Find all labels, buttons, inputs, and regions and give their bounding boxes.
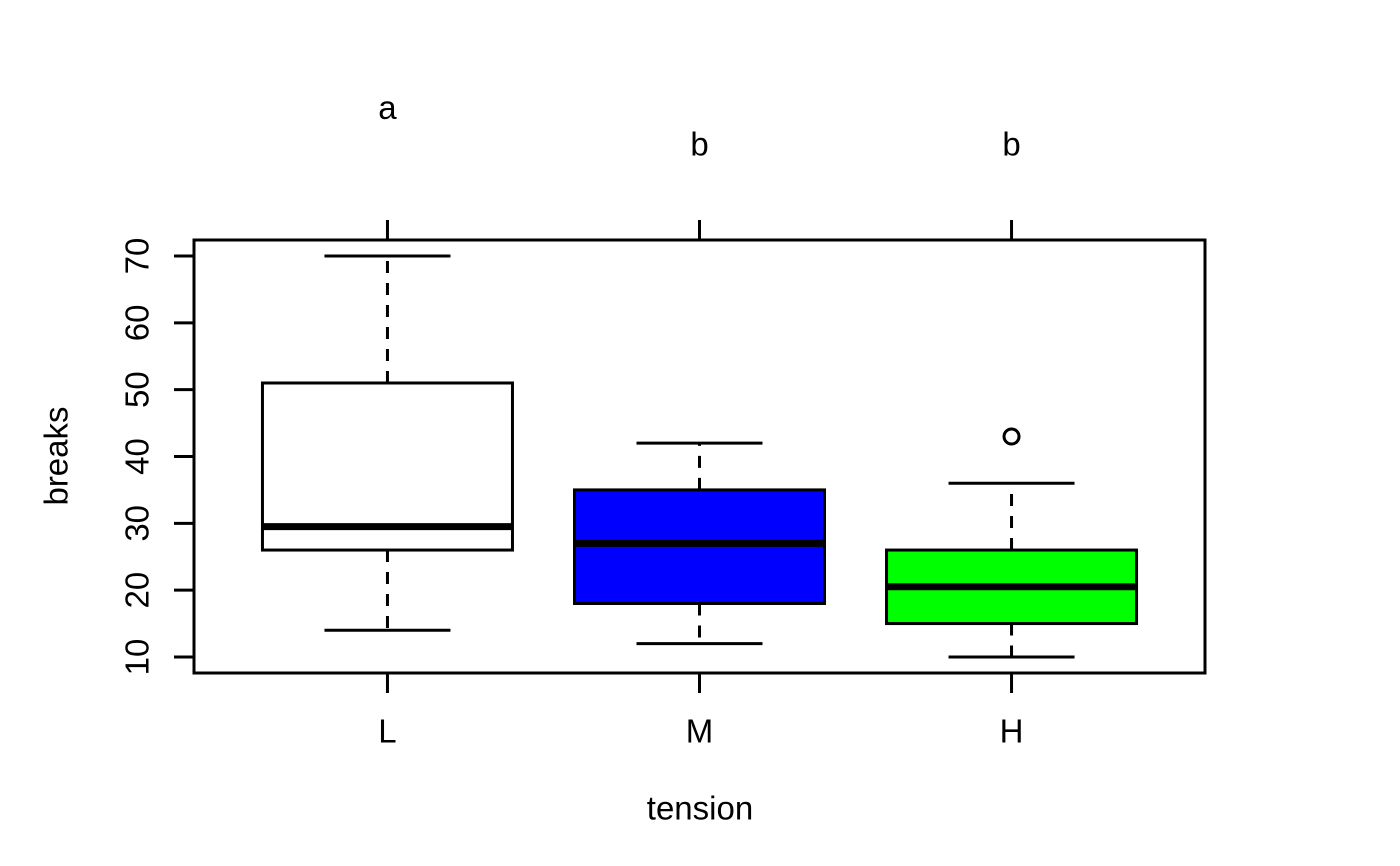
x-tick-label: L <box>378 713 396 750</box>
outlier-point <box>1002 427 1021 446</box>
significance-letter: a <box>378 89 397 126</box>
y-tick-label: 70 <box>119 238 156 275</box>
y-tick-label: 40 <box>119 438 156 475</box>
y-axis: 10 20 30 40 50 60 70 <box>119 238 194 676</box>
y-tick-label: 10 <box>119 639 156 676</box>
box-H <box>885 427 1139 659</box>
y-axis-title: breaks <box>38 406 75 505</box>
significance-letter: b <box>1002 125 1020 162</box>
significance-letter: b <box>690 125 708 162</box>
y-tick-label: 20 <box>119 572 156 609</box>
significance-letters: a b b <box>378 89 1020 162</box>
boxes-layer <box>260 254 1139 659</box>
x-axis-bottom <box>385 673 1014 693</box>
x-axis-title: tension <box>647 790 753 827</box>
x-tick-label: M <box>686 713 714 750</box>
category-labels: L M H <box>378 713 1023 750</box>
y-tick-label: 30 <box>119 505 156 542</box>
x-tick-label: H <box>1000 713 1024 750</box>
x-axis-top <box>385 220 1014 240</box>
box-L <box>260 254 514 632</box>
box-M <box>573 441 826 646</box>
y-tick-label: 60 <box>119 304 156 341</box>
iqr-box <box>260 381 514 552</box>
y-tick-label: 50 <box>119 371 156 408</box>
